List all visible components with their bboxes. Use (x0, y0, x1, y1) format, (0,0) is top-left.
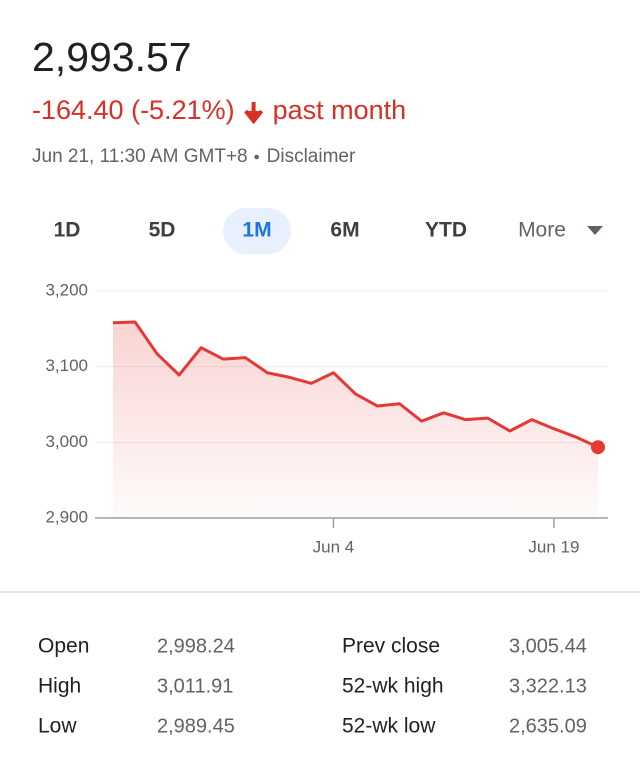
timestamp: Jun 21, 11:30 AM GMT+8 (32, 146, 248, 167)
y-tick-label: 3,200 (45, 280, 88, 299)
period: past month (273, 95, 407, 125)
stat-value: 3,011.91 (157, 675, 233, 697)
tab-highlight (223, 208, 291, 254)
stat-value: 2,635.09 (509, 715, 587, 737)
stat-label: Low (38, 715, 77, 738)
dropdown-triangle (587, 226, 603, 235)
stats-table: Open 2,998.24 Prev close 3,005.44 High 3,011.… (38, 635, 587, 738)
y-tick-label: 3,000 (45, 432, 88, 451)
range-tabs: 1D 5D 1M 6M YTD More (54, 208, 603, 254)
stat-label: 52-wk high (342, 675, 444, 698)
stat-label: Open (38, 635, 89, 658)
price: 2,993.57 (32, 34, 192, 80)
separator-dot (254, 154, 259, 160)
stat-value: 3,005.44 (509, 635, 587, 657)
range-tab[interactable]: 5D (149, 219, 176, 242)
stat-label: Prev close (342, 635, 440, 658)
change: -164.40 (-5.21%) (32, 95, 235, 125)
y-tick-label: 2,900 (45, 507, 88, 526)
range-tab[interactable]: More (518, 219, 566, 242)
x-tick-label: Jun 19 (528, 537, 579, 556)
area (113, 322, 598, 518)
down-arrow (244, 102, 264, 125)
range-tab[interactable]: 1D (54, 219, 81, 242)
chart: 2,900 3,000 3,100 3,200 Jun 4 Jun 19 (45, 280, 608, 556)
stat-value: 3,322.13 (509, 675, 587, 697)
stat-label: 52-wk low (342, 715, 436, 738)
stat-label: High (38, 675, 81, 698)
range-tab[interactable]: 1M (242, 219, 271, 242)
stat-value: 2,989.45 (157, 715, 235, 737)
stat-value: 2,998.24 (157, 635, 235, 657)
x-tick-label: Jun 4 (313, 537, 355, 556)
range-tab[interactable]: 6M (330, 219, 359, 242)
price-line (112, 320, 599, 449)
y-tick-label: 3,100 (45, 356, 88, 375)
range-tab[interactable]: YTD (425, 219, 467, 242)
disclaimer[interactable]: Disclaimer (267, 146, 356, 167)
current-point (591, 440, 605, 455)
